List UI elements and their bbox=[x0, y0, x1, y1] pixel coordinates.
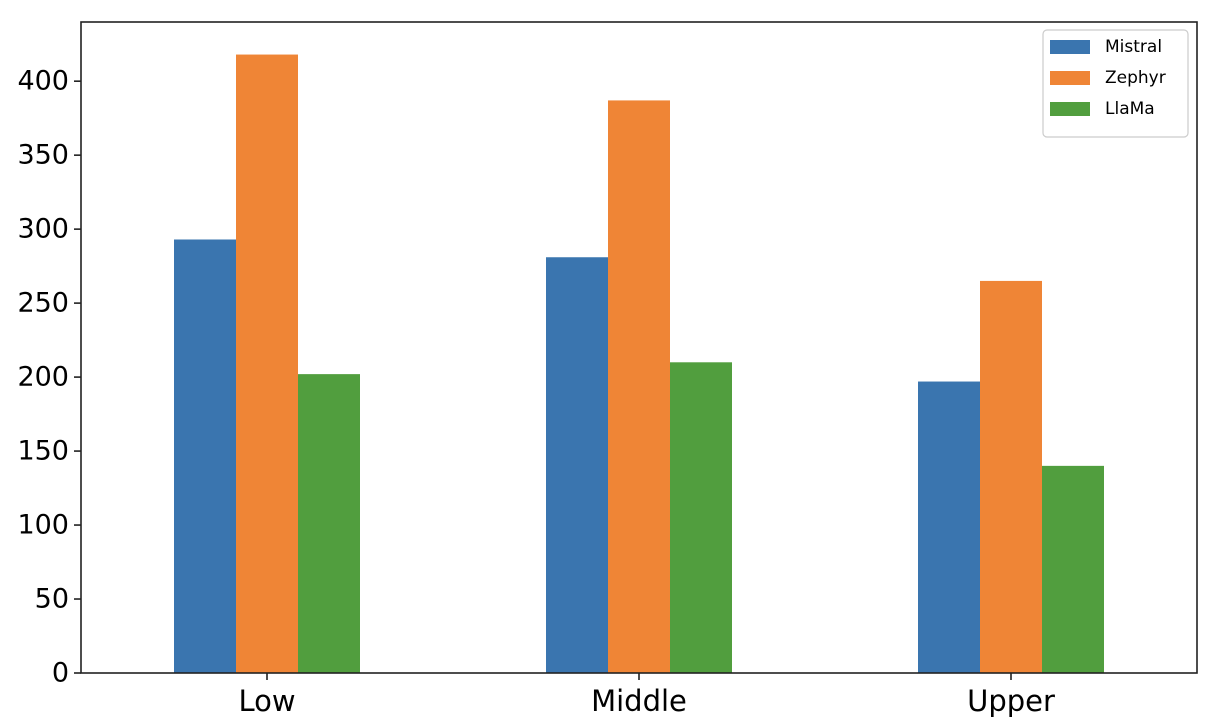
x-tick-label-middle: Middle bbox=[591, 684, 687, 718]
bar-mistral-upper bbox=[918, 381, 980, 673]
bar-llama-low bbox=[298, 374, 360, 673]
bar-llama-middle bbox=[670, 362, 732, 673]
x-tick-label-low: Low bbox=[238, 684, 295, 718]
y-tick-label: 400 bbox=[17, 66, 69, 97]
y-axis: 0 50 100 150 200 250 300 350 400 bbox=[17, 66, 81, 689]
legend-label-mistral: Mistral bbox=[1105, 37, 1162, 57]
bar-llama-upper bbox=[1042, 465, 1104, 673]
x-tick-label-upper: Upper bbox=[967, 684, 1055, 718]
y-tick-label: 300 bbox=[17, 214, 69, 245]
legend-swatch-llama bbox=[1050, 102, 1090, 116]
y-tick-label: 150 bbox=[17, 436, 69, 467]
legend-swatch-zephyr bbox=[1050, 71, 1090, 85]
x-axis: Low Middle Upper bbox=[238, 673, 1055, 718]
y-tick-label: 200 bbox=[17, 362, 69, 393]
bars-layer bbox=[174, 54, 1104, 674]
y-tick-label: 350 bbox=[17, 140, 69, 171]
y-tick-label: 0 bbox=[52, 658, 69, 689]
legend-swatch-mistral bbox=[1050, 40, 1090, 54]
bar-mistral-low bbox=[174, 239, 236, 674]
y-tick-label: 100 bbox=[17, 510, 69, 541]
legend-label-llama: LlaMa bbox=[1105, 99, 1155, 119]
legend: Mistral Zephyr LlaMa bbox=[1042, 29, 1189, 138]
legend-label-zephyr: Zephyr bbox=[1105, 68, 1166, 88]
y-tick-label: 250 bbox=[17, 288, 69, 319]
bar-mistral-middle bbox=[546, 257, 608, 673]
bar-zephyr-middle bbox=[608, 100, 670, 674]
bar-zephyr-low bbox=[236, 54, 298, 674]
y-tick-label: 50 bbox=[35, 584, 69, 615]
bar-zephyr-upper bbox=[980, 280, 1042, 673]
